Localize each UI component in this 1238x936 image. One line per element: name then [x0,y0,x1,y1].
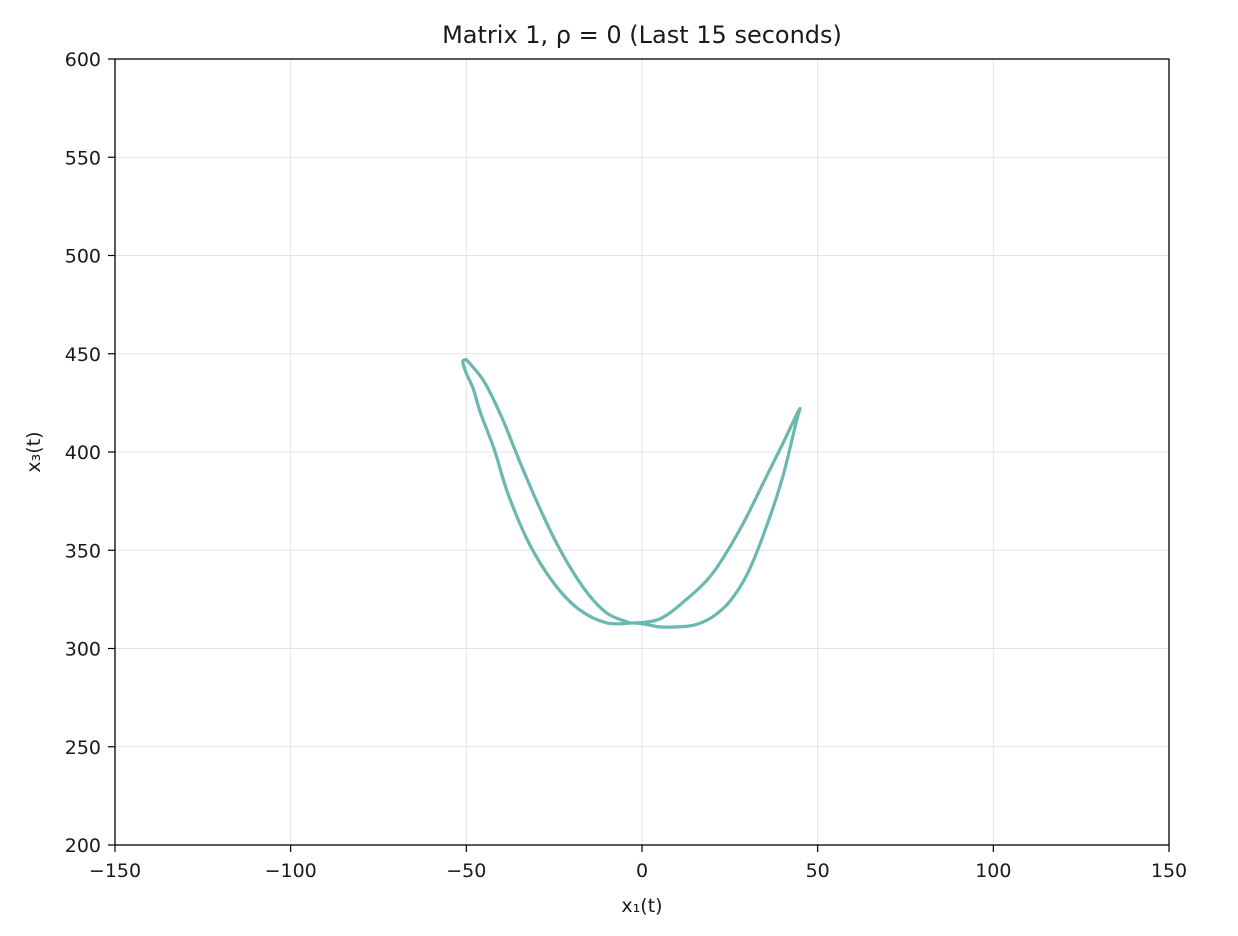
trajectory-point [465,372,468,375]
trajectory-point [535,499,538,503]
trajectory-point [693,623,696,627]
trajectory-point [795,419,798,422]
trajectory-point [500,415,503,418]
x-tick-label: 100 [975,860,1011,882]
trajectory-point [781,476,784,479]
trajectory-point [528,543,531,546]
x-tick-label: 50 [806,860,830,882]
y-tick-label: 300 [65,639,101,661]
x-tick-label: 150 [1151,860,1187,882]
trajectory-point [711,615,714,619]
trajectory-point [728,600,732,603]
trajectory-point [479,411,482,414]
trajectory-point [682,600,686,603]
trajectory-point [552,537,556,540]
trajectory-point [482,380,486,383]
trajectory-point [711,572,714,576]
y-tick-label: 200 [65,835,101,857]
trajectory-point [517,458,521,462]
series-layer [461,358,802,629]
trajectory-point [605,621,609,625]
trajectory-point [658,625,661,629]
trajectory-point [763,529,767,532]
trajectory-point [552,582,556,585]
x-axis-title: x₁(t) [621,895,662,917]
trajectory-point [647,623,651,627]
trajectory-point [465,358,468,361]
y-tick-label: 600 [65,49,101,71]
y-tick-label: 450 [65,344,101,366]
trajectory-point [472,387,475,391]
trajectory-point [633,621,637,625]
y-axis-title: x₃(t) [23,431,45,472]
y-tick-label: 500 [65,246,101,268]
y-tick-label: 550 [65,147,101,169]
x-tick-label: −100 [265,860,317,882]
trajectory-point [781,442,784,446]
trajectory-point [658,617,661,621]
trajectory-point [577,608,580,611]
trajectory-point [795,413,798,416]
trajectory-point [493,448,496,452]
y-axis-ticks: 200 250 300 350 400 450 500 550 600 [65,49,115,857]
trajectory-point [507,494,510,497]
trajectory-point [605,611,609,615]
trajectory-point [623,619,626,623]
trajectory-point [588,594,591,597]
trajectory-point [739,527,742,530]
y-tick-label: 350 [65,540,101,562]
trajectory-point [675,625,679,629]
trajectory-series-line [461,358,802,629]
x-tick-label: 0 [636,860,648,882]
x-tick-label: −50 [446,860,486,882]
x-axis-ticks: −150 −100 −50 0 50 100 150 [89,845,1187,882]
trajectory-point [746,572,749,576]
grid [114,58,1170,846]
y-tick-label: 400 [65,442,101,464]
y-tick-label: 250 [65,737,101,759]
trajectory-point [570,568,573,572]
trajectory-point [798,407,802,410]
trajectory-point [763,478,767,481]
x-tick-label: −150 [89,860,141,882]
trajectory-point [461,360,465,363]
chart-title: Matrix 1, ρ = 0 (Last 15 seconds) [442,21,842,49]
